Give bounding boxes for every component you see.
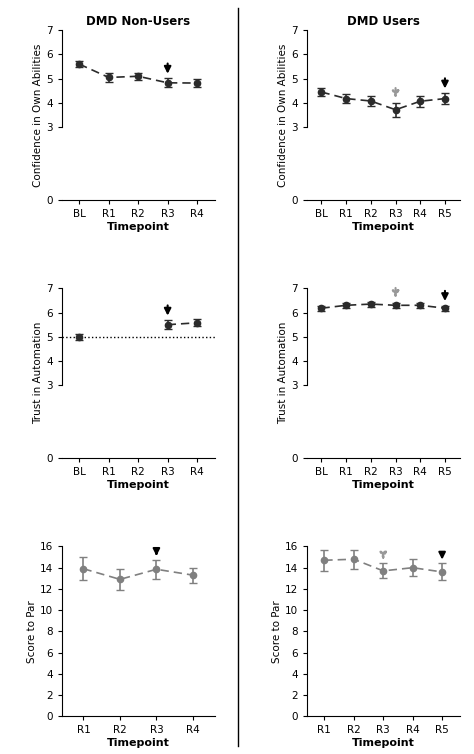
Y-axis label: Score to Par: Score to Par	[272, 600, 282, 663]
Y-axis label: Score to Par: Score to Par	[27, 600, 36, 663]
Y-axis label: Trust in Automation: Trust in Automation	[278, 322, 288, 425]
Y-axis label: Trust in Automation: Trust in Automation	[33, 322, 43, 425]
Y-axis label: Confidence in Own Abilities: Confidence in Own Abilities	[33, 44, 43, 187]
X-axis label: Timepoint: Timepoint	[352, 222, 415, 231]
X-axis label: Timepoint: Timepoint	[107, 738, 170, 748]
Y-axis label: Confidence in Own Abilities: Confidence in Own Abilities	[278, 44, 288, 187]
X-axis label: Timepoint: Timepoint	[107, 222, 170, 231]
Title: DMD Users: DMD Users	[347, 14, 419, 28]
X-axis label: Timepoint: Timepoint	[107, 480, 170, 490]
X-axis label: Timepoint: Timepoint	[352, 738, 415, 748]
Title: DMD Non-Users: DMD Non-Users	[86, 14, 190, 28]
X-axis label: Timepoint: Timepoint	[352, 480, 415, 490]
